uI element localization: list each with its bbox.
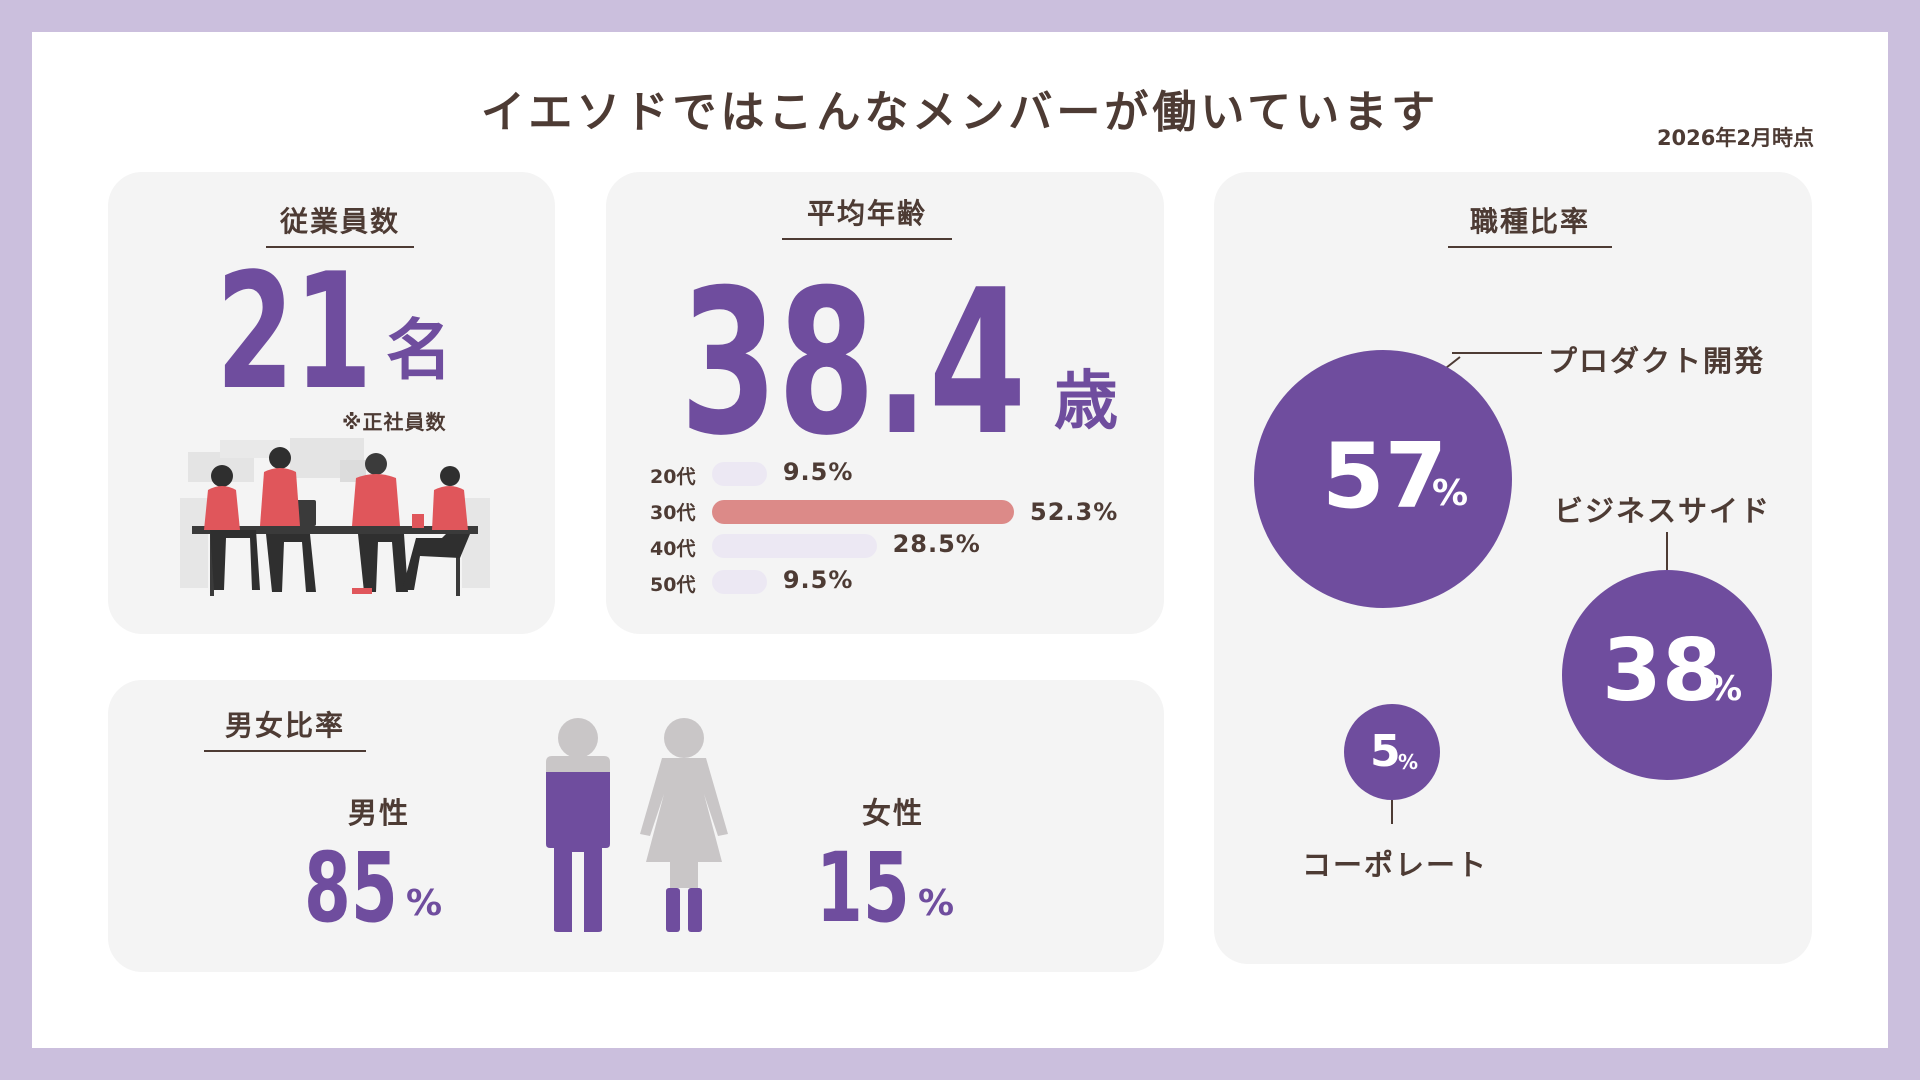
job-unit-business: % bbox=[1708, 669, 1743, 709]
job-label-business: ビジネスサイド bbox=[1554, 494, 1772, 528]
page-title: イエソドではこんなメンバーが働いています bbox=[480, 87, 1440, 138]
age-bar-50s bbox=[712, 570, 767, 594]
male-value: 85 bbox=[304, 832, 398, 944]
age-pct-40s: 28.5% bbox=[892, 530, 981, 558]
female-unit: % bbox=[918, 883, 955, 924]
job-label-product: プロダクト開発 bbox=[1548, 344, 1766, 378]
age-label-40s: 40代 bbox=[650, 538, 696, 560]
employees-heading: 従業員数 bbox=[266, 200, 414, 248]
job-value-product: 57 bbox=[1322, 424, 1448, 529]
age-pct-20s: 9.5% bbox=[782, 458, 854, 486]
age-bar-20s bbox=[712, 462, 767, 486]
employees-unit: 名 bbox=[386, 312, 452, 389]
age-label-30s: 30代 bbox=[650, 502, 696, 524]
average-age-heading: 平均年齢 bbox=[782, 192, 952, 240]
male-figure-icon bbox=[546, 718, 610, 932]
job-circle-product bbox=[1254, 350, 1512, 608]
team-meeting-illustration bbox=[180, 438, 490, 596]
female-label: 女性 bbox=[862, 796, 925, 830]
age-bar-40s bbox=[712, 534, 877, 558]
age-pct-30s: 52.3% bbox=[1030, 498, 1119, 526]
job-value-business: 38 bbox=[1602, 621, 1722, 721]
job-value-corporate: 5 bbox=[1370, 726, 1401, 777]
age-label-50s: 50代 bbox=[650, 574, 696, 596]
average-age-unit: 歳 bbox=[1054, 365, 1118, 439]
average-age-card bbox=[606, 172, 1164, 634]
age-pct-50s: 9.5% bbox=[782, 566, 854, 594]
corporate-connector bbox=[1391, 800, 1393, 824]
gender-heading: 男女比率 bbox=[204, 704, 366, 752]
job-unit-corporate: % bbox=[1398, 750, 1419, 774]
employees-note: ※正社員数 bbox=[342, 410, 447, 434]
job-circle-business bbox=[1562, 570, 1772, 780]
female-figure-icon bbox=[640, 718, 728, 932]
age-bar-30s bbox=[712, 500, 1014, 524]
business-connector bbox=[1666, 532, 1668, 570]
female-value: 15 bbox=[816, 832, 910, 944]
product-connector-h bbox=[1452, 352, 1542, 354]
job-circle-corporate bbox=[1344, 704, 1440, 800]
employees-value: 21 bbox=[216, 238, 373, 425]
average-age-value: 38.4 bbox=[680, 247, 1027, 480]
male-label: 男性 bbox=[348, 796, 411, 830]
job-ratio-heading: 職種比率 bbox=[1448, 200, 1612, 248]
job-unit-product: % bbox=[1432, 473, 1469, 514]
male-unit: % bbox=[406, 883, 443, 924]
gender-card bbox=[108, 680, 1164, 972]
age-label-20s: 20代 bbox=[650, 466, 696, 488]
job-label-corporate: コーポレート bbox=[1302, 848, 1489, 882]
as-of-date: 2026年2月時点 bbox=[1656, 126, 1814, 150]
